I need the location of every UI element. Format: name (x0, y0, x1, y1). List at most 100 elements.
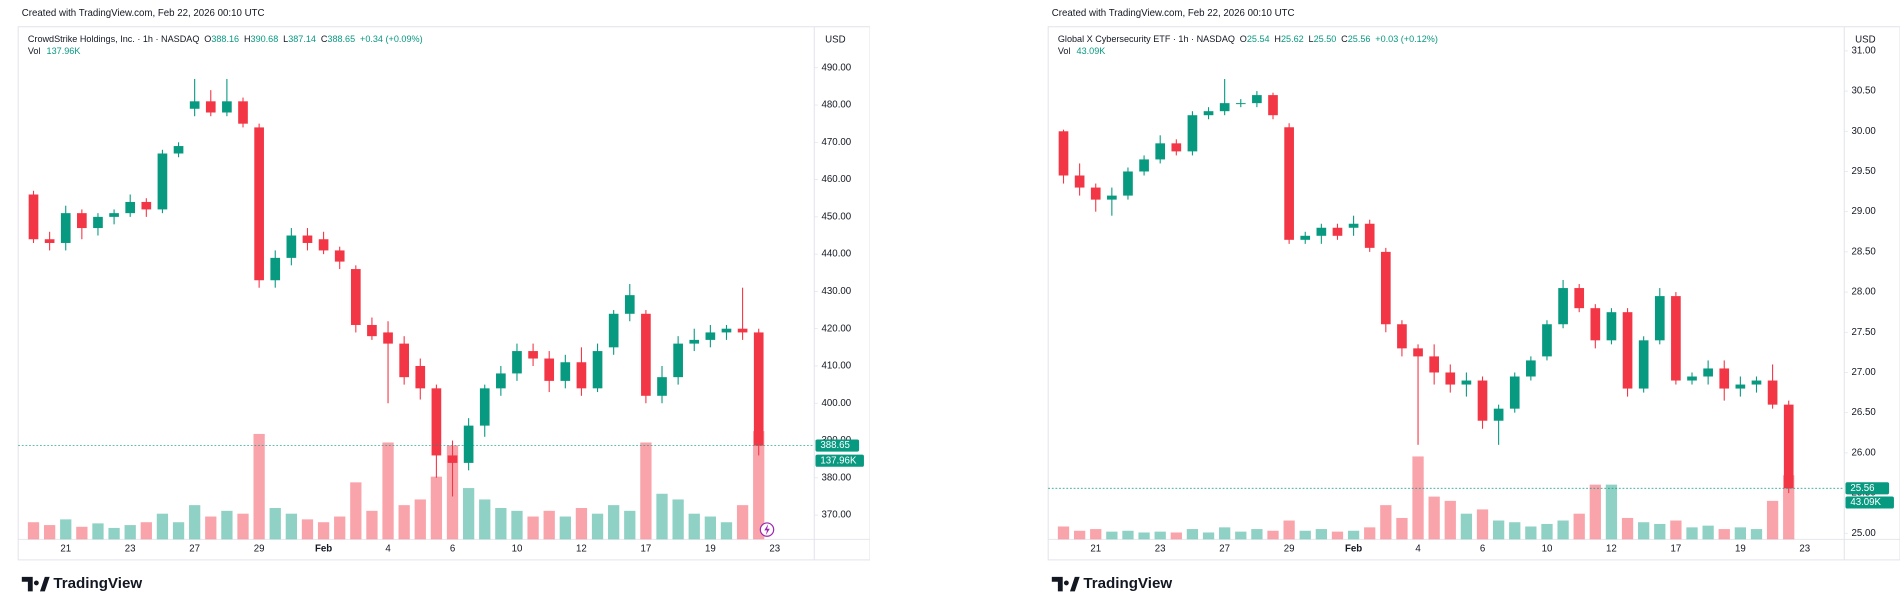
last-price-label: 25.56 (1850, 483, 1874, 494)
volume-bar (1460, 513, 1473, 540)
volume-bar (76, 526, 88, 540)
last-volume-label: 43.09K (1850, 497, 1881, 508)
candle-body (1703, 368, 1713, 377)
volume-bar (1686, 527, 1698, 540)
volume-bar (172, 522, 185, 540)
candle-body (383, 332, 393, 344)
candle-body (350, 269, 361, 325)
candle-body (1187, 115, 1198, 152)
candle-body (270, 257, 281, 281)
volume-bar (1654, 523, 1666, 540)
event-icon-glyph (764, 524, 770, 536)
y-tick-label: 28.00 (1852, 287, 1877, 298)
candle-body (1300, 235, 1311, 240)
candle-body (1606, 312, 1617, 341)
logo-mark (1051, 576, 1080, 592)
last-volume-tag (815, 454, 864, 467)
x-tick-label: 27 (1219, 544, 1230, 555)
candle-body (205, 101, 216, 113)
candle-body (705, 332, 716, 340)
volume-bar (1702, 525, 1714, 540)
volume-bar (1412, 456, 1424, 540)
last-price-tag (815, 439, 860, 452)
volume-bar (559, 516, 571, 540)
volume-bar (688, 513, 700, 540)
logo-mark (21, 576, 50, 592)
candle-body (431, 388, 442, 456)
candle-body (1783, 404, 1794, 489)
symbol-legend: CrowdStrike Holdings, Inc. · 1h · NASDAQ… (28, 34, 423, 44)
candle-body (1413, 348, 1423, 357)
candle-body (1526, 360, 1536, 377)
y-tick-label: 27.00 (1852, 367, 1877, 378)
volume-bar (189, 505, 201, 540)
candle-body (689, 339, 700, 344)
y-tick-label: 400.00 (822, 398, 852, 409)
x-tick-label: 23 (1155, 544, 1166, 555)
volume-bar (1492, 520, 1505, 540)
volume-bar (92, 523, 104, 540)
volume-bar (1283, 520, 1295, 540)
volume-bar (43, 525, 56, 540)
ohlc-value: 25.50 (1314, 34, 1337, 44)
y-tick-label: 26.50 (1852, 407, 1877, 418)
candle-body (1284, 127, 1294, 240)
candle-body (737, 328, 748, 333)
y-tick-label: 31.00 (1852, 45, 1877, 56)
x-tick-label: 6 (1480, 544, 1485, 555)
x-tick-label: 6 (450, 544, 455, 555)
y-tick-label: 380.00 (822, 472, 852, 483)
volume-bar (1444, 500, 1456, 540)
x-tick-label: Feb (1345, 544, 1362, 555)
candle-body (576, 362, 587, 389)
candle-body (1671, 296, 1681, 381)
candle-body (157, 153, 168, 210)
candle-body (415, 365, 426, 389)
chart-panel: Created with TradingView.com, Feb 22, 20… (1047, 8, 1900, 592)
volume-bar (1186, 529, 1199, 540)
candle-body (1542, 324, 1552, 357)
symbol-name: Global X Cybersecurity ETF · 1h · NASDAQ (1058, 34, 1235, 44)
created-note: Created with TradingView.com, Feb 22, 20… (22, 8, 265, 19)
volume-bar (736, 505, 749, 540)
y-tick-label: 30.00 (1852, 126, 1877, 137)
volume-value: 43.09K (1077, 47, 1106, 57)
ohlc-key: H (1274, 34, 1281, 44)
candle-body (753, 332, 764, 446)
y-tick-label: 26.00 (1852, 447, 1877, 458)
x-tick-label: 29 (254, 544, 265, 555)
volume-bar (1605, 484, 1618, 540)
candle-body (1155, 143, 1166, 160)
candle-body (1107, 195, 1117, 200)
volume-bar (720, 522, 733, 540)
chart-frame (1047, 26, 1900, 561)
ohlc-value: 25.62 (1281, 34, 1304, 44)
candle-body (608, 313, 619, 348)
y-tick-label: 490.00 (822, 62, 852, 73)
candle-body (1735, 384, 1746, 389)
volume-bar (1509, 522, 1521, 540)
ohlc-value: 387.14 (288, 34, 316, 44)
candle-body (1622, 312, 1633, 389)
chart-panel: Created with TradingView.com, Feb 22, 20… (17, 8, 870, 592)
candle-body (1074, 175, 1085, 188)
x-tick-label: 23 (125, 544, 136, 555)
volume-bar (1073, 530, 1086, 540)
x-tick-label: 17 (641, 544, 652, 555)
candle-body (141, 201, 152, 210)
volume-bar (398, 505, 410, 540)
x-tick-label: 12 (1606, 544, 1617, 555)
volume-bar (237, 513, 249, 540)
candle-body (1751, 380, 1762, 385)
volume-bar (1541, 523, 1553, 540)
volume-bar (640, 442, 652, 540)
volume-bar (1057, 526, 1070, 540)
x-tick-label: 10 (512, 544, 523, 555)
volume-bar (1106, 531, 1118, 540)
volume-bar (1315, 529, 1327, 540)
ohlc-key: L (1309, 34, 1314, 44)
y-tick-label: 430.00 (822, 286, 852, 297)
candle-body (125, 201, 136, 214)
x-tick-label: 12 (576, 544, 587, 555)
candle-body (1493, 408, 1504, 421)
